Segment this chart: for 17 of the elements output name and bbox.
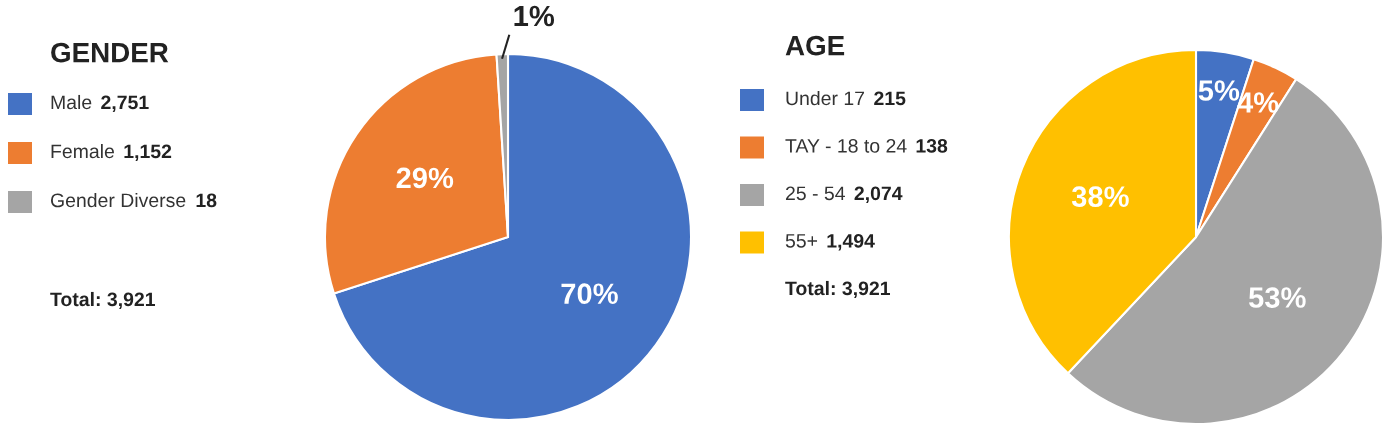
legend-label: Under 17 215 <box>786 90 906 106</box>
legend-label: Female 1,152 <box>51 143 172 162</box>
text: GENDER <box>51 42 169 63</box>
data-label: 29% <box>396 167 454 189</box>
data-label: 5% <box>1198 80 1240 101</box>
data-label: 53% <box>1248 287 1306 308</box>
legend-label: Male 2,751 <box>51 94 149 113</box>
chart-title: AGE <box>785 35 845 56</box>
data-label: 70% <box>561 283 618 304</box>
text: Total: 3,921 <box>50 291 156 310</box>
data-label: 1% <box>514 5 555 27</box>
legend-label: TAY - 18 to 24 138 <box>785 138 948 153</box>
text: Total: 3,921 <box>785 280 891 299</box>
legend-label: 55+ 1,494 <box>785 233 875 251</box>
legend-label: Gender Diverse 18 <box>50 192 217 208</box>
legend-label: 25 - 54 2,074 <box>785 186 903 204</box>
data-label: 38% <box>1071 186 1129 208</box>
